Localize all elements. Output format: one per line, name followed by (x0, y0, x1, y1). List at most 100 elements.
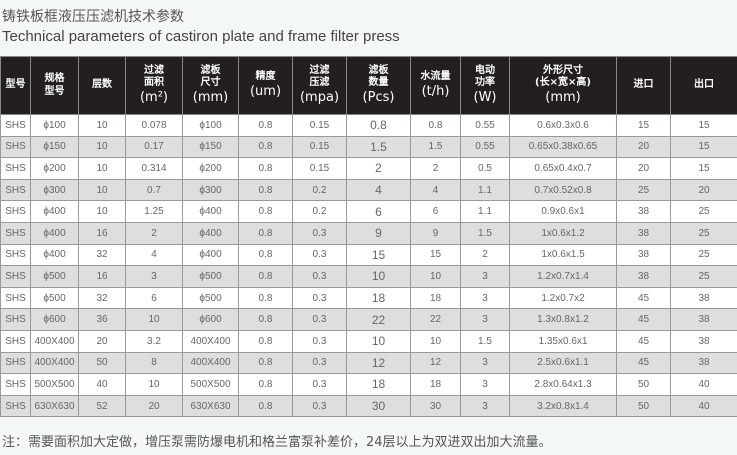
table-cell: 15 (670, 114, 737, 137)
table-cell: 18 (410, 373, 461, 396)
table-cell: SHS (0, 373, 31, 396)
table-cell: 0.8 (238, 243, 293, 267)
table-cell: 1.2x0.7x1.4 (509, 265, 617, 288)
table-cell: 0.9x0.6x1 (509, 200, 617, 223)
table-cell: 18 (410, 286, 461, 310)
table-cell: ϕ400 (30, 200, 79, 223)
table-cell: 0.15 (292, 157, 347, 180)
table-cell: 3 (460, 373, 510, 396)
table-cell: 400X400 (30, 329, 79, 353)
table-cell: 40 (670, 394, 737, 418)
table-cell: ϕ600 (30, 308, 79, 331)
table-cell: 630X630 (182, 394, 239, 418)
table-cell: ϕ100 (30, 114, 79, 137)
table-cell: 0.8 (238, 178, 293, 202)
table-cell: 0.55 (460, 135, 510, 159)
table-cell: 3 (460, 351, 510, 375)
table-cell: 3 (460, 308, 510, 331)
table-cell: 1.1 (460, 200, 510, 223)
table-cell: 0.65x0.38x0.65 (509, 135, 617, 159)
table-cell: 2 (125, 221, 183, 245)
table-cell: 38 (616, 243, 671, 267)
table-row: SHS 630X630 52 20 630X630 0.8 0.3 30 30 3 3.2x0.8x… (0, 394, 737, 418)
table-cell: 20 (616, 157, 671, 180)
table-cell: SHS (0, 157, 31, 180)
column-header: 层数 (78, 56, 126, 115)
table-cell: 3.2 (125, 329, 183, 353)
table-cell: 8 (125, 351, 183, 375)
table-cell: 50 (616, 394, 671, 418)
table-cell: ϕ400 (182, 200, 239, 223)
table-cell: 3 (460, 286, 510, 310)
table-cell: 0.8 (238, 394, 293, 418)
table-cell: 10 (125, 308, 183, 331)
table-cell: 45 (616, 329, 671, 353)
table-cell: ϕ200 (182, 157, 239, 180)
table-cell: 0.3 (292, 351, 347, 375)
table-cell: 10 (78, 135, 126, 159)
table-cell: 10 (410, 329, 461, 353)
table-cell: 15 (410, 243, 461, 267)
spec-table: 型号 规格 型号 层数 过滤 面积 (m²) 滤板 尺寸 (mm) 精度 (um) 过滤 压滤 (m… (0, 56, 737, 418)
table-cell: 20 (616, 135, 671, 159)
column-header: 外形尺寸 (长×宽×高) (mm) (509, 56, 617, 115)
table-cell: 3 (460, 265, 510, 288)
table-cell: 0.8 (238, 329, 293, 353)
table-cell: 3.2x0.8x1.4 (509, 394, 617, 418)
table-cell: 2.5x0.6x1.1 (509, 351, 617, 375)
table-cell: 0.3 (292, 373, 347, 396)
table-cell: ϕ500 (182, 265, 239, 288)
table-cell: 22 (346, 308, 411, 331)
table-cell: 6 (125, 286, 183, 310)
table-cell: 30 (410, 394, 461, 418)
table-cell: 9 (346, 221, 411, 245)
table-cell: 9 (410, 221, 461, 245)
table-cell: 45 (616, 351, 671, 375)
header-label: 外形尺寸 (长×宽×高) (535, 64, 591, 89)
table-cell: 2 (410, 157, 461, 180)
table-row: SHS ϕ300 10 0.7 ϕ300 0.8 0.2 4 4 1.1 0.7x0.52x0.8 2… (0, 178, 737, 202)
header-label: 层数 (92, 79, 112, 91)
table-cell: 20 (78, 329, 126, 353)
table-cell: 18 (346, 373, 411, 396)
table-row: SHS ϕ200 10 0.314 ϕ200 0.8 0.15 2 2 0.5 0.65x0.4x0… (0, 157, 737, 180)
table-row: SHS ϕ400 32 4 ϕ400 0.8 0.3 15 15 2 1x0.6x1.5 38 25 (0, 243, 737, 267)
table-cell: 10 (346, 265, 411, 288)
header-label: 电动 功率 (475, 64, 495, 89)
table-cell: 1.1 (460, 178, 510, 202)
table-cell: 10 (78, 178, 126, 202)
table-cell: 16 (78, 221, 126, 245)
footnote: 注：需要面积加大定做，增压泵需防爆电机和格兰富泵补差价，24层以上为双进双出加大… (2, 435, 552, 450)
table-cell: 38 (616, 200, 671, 223)
table-cell: 12 (346, 351, 411, 375)
table-cell: 0.3 (292, 308, 347, 331)
table-cell: 0.3 (292, 394, 347, 418)
column-header: 型号 (0, 56, 31, 115)
table-cell: 38 (670, 308, 737, 331)
table-cell: 15 (670, 157, 737, 180)
table-cell: 1x0.6x1.5 (509, 243, 617, 267)
table-cell: 0.8 (238, 286, 293, 310)
table-cell: 1.5 (346, 135, 411, 159)
table-cell: 36 (78, 308, 126, 331)
table-row: SHS 500X500 40 10 500X500 0.8 0.3 18 18 3 2.8x0.64… (0, 373, 737, 396)
header-label: 精度 (255, 71, 276, 83)
table-cell: 15 (346, 243, 411, 267)
header-unit: (t/h) (421, 83, 450, 99)
header-unit: (mm) (192, 89, 229, 105)
table-cell: 0.8 (238, 221, 293, 245)
table-cell: SHS (0, 221, 31, 245)
header-unit: (W) (473, 89, 497, 105)
table-cell: 10 (410, 265, 461, 288)
table-row: SHS ϕ400 16 2 ϕ400 0.8 0.3 9 9 1.5 1x0.6x1.2 38 25 (0, 221, 737, 245)
table-cell: 2.8x0.64x1.3 (509, 373, 617, 396)
table-row: SHS ϕ500 16 3 ϕ500 0.8 0.3 10 10 3 1.2x0.7x1.4 38 25 (0, 265, 737, 288)
table-cell: 0.3 (292, 243, 347, 267)
table-cell: 0.314 (125, 157, 183, 180)
table-cell: 25 (670, 221, 737, 245)
table-cell: 0.6x0.3x0.6 (509, 114, 617, 137)
table-row: SHS ϕ150 10 0.17 ϕ150 0.8 0.15 1.5 1.5 0.55 0.65x0… (0, 135, 737, 159)
table-cell: 0.3 (292, 221, 347, 245)
header-label: 过滤 面积 (144, 64, 164, 89)
table-cell: 25 (670, 200, 737, 223)
